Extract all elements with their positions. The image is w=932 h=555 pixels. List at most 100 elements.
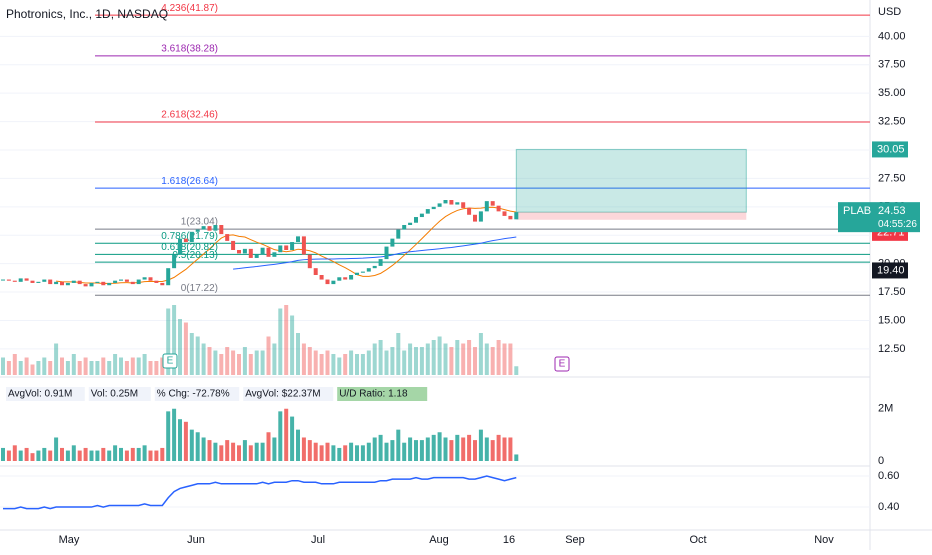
volume-overlay-bar bbox=[195, 336, 200, 375]
volume-bar bbox=[178, 419, 182, 461]
volume-overlay-bar bbox=[360, 354, 365, 375]
volume-bar bbox=[502, 437, 507, 461]
volume-overlay-bar bbox=[219, 354, 224, 375]
volume-bar bbox=[467, 434, 472, 461]
volume-overlay-bar bbox=[12, 354, 17, 375]
volume-bar bbox=[148, 450, 153, 461]
candle bbox=[12, 280, 17, 282]
volume-overlay-bar bbox=[461, 343, 466, 375]
volume-bar bbox=[484, 437, 489, 461]
volume-bar bbox=[378, 434, 383, 461]
volume-overlay-bar bbox=[124, 361, 129, 375]
candle bbox=[107, 282, 112, 286]
volume-bar bbox=[101, 447, 106, 461]
candle bbox=[502, 211, 507, 216]
volume-overlay-bar bbox=[154, 361, 159, 375]
volume-overlay-bar bbox=[178, 319, 182, 375]
volume-overlay-bar bbox=[355, 354, 359, 375]
volume-bar bbox=[130, 447, 135, 461]
candle bbox=[402, 225, 407, 230]
volume-bar bbox=[237, 445, 241, 461]
volume-overlay-bar bbox=[42, 357, 47, 375]
candle bbox=[178, 238, 182, 255]
currency: USD bbox=[878, 6, 901, 18]
x-tick-label: Jul bbox=[311, 534, 325, 546]
volume-bar bbox=[490, 440, 495, 461]
stat-box bbox=[6, 387, 85, 401]
stat-box bbox=[88, 387, 151, 401]
candle bbox=[65, 282, 70, 286]
candle bbox=[101, 281, 106, 286]
volume-bar bbox=[284, 408, 289, 461]
stat-box bbox=[243, 387, 334, 401]
candle bbox=[490, 201, 495, 206]
volume-overlay-bar bbox=[6, 361, 11, 375]
fib-label: 0.786(21.79) bbox=[161, 231, 218, 242]
earnings-marker bbox=[554, 356, 570, 372]
volume-bar bbox=[266, 432, 271, 461]
volume-bar bbox=[83, 447, 88, 461]
volume-bar bbox=[301, 437, 306, 461]
volume-overlay-bar bbox=[414, 347, 418, 375]
volume-overlay-bar bbox=[331, 354, 336, 375]
volume-bar bbox=[242, 440, 247, 461]
candle bbox=[166, 268, 171, 286]
x-tick-label: Sep bbox=[565, 534, 585, 546]
volume-overlay-bar bbox=[313, 350, 318, 375]
volume-overlay-bar bbox=[496, 340, 501, 375]
volume-overlay-bar bbox=[119, 357, 123, 375]
volume-overlay-bar bbox=[231, 350, 236, 375]
x-tick-label: Oct bbox=[689, 534, 706, 546]
candle bbox=[213, 225, 218, 231]
volume-bar bbox=[325, 442, 330, 461]
volume-overlay-bar bbox=[278, 308, 283, 375]
volume-bar bbox=[473, 440, 477, 461]
candle bbox=[148, 277, 153, 281]
candle bbox=[154, 280, 159, 283]
candle bbox=[201, 226, 206, 230]
indicator-tick-label: 0.40 bbox=[878, 501, 899, 513]
volume-bar bbox=[254, 442, 259, 461]
volume-overlay-bar bbox=[508, 343, 513, 375]
candle bbox=[207, 226, 212, 231]
candle bbox=[30, 280, 35, 283]
volume-overlay-bar bbox=[396, 333, 401, 375]
volume-bar bbox=[207, 440, 212, 461]
volume-overlay-bar bbox=[30, 364, 35, 375]
last-price-tag bbox=[838, 202, 920, 233]
x-tick-label: Aug bbox=[429, 534, 449, 546]
volume-bar bbox=[419, 440, 424, 461]
volume-overlay-bar bbox=[408, 343, 413, 375]
stat-box bbox=[337, 387, 428, 401]
candle bbox=[36, 281, 41, 283]
volume-overlay-bar bbox=[419, 347, 424, 375]
candle bbox=[95, 281, 100, 283]
volume-overlay-bar bbox=[473, 347, 477, 375]
stat-box bbox=[154, 387, 240, 401]
volume-bar bbox=[12, 445, 17, 461]
volume-bar bbox=[296, 429, 300, 461]
x-tick-label: 16 bbox=[503, 534, 515, 546]
volume-overlay-bar bbox=[343, 354, 348, 375]
volume-overlay-bar bbox=[207, 347, 212, 375]
candle bbox=[290, 242, 295, 250]
volume-bar bbox=[219, 445, 224, 461]
volume-stat: Vol: 0.25M bbox=[91, 389, 138, 400]
candle bbox=[136, 279, 141, 285]
candle bbox=[360, 271, 365, 273]
position-target bbox=[515, 148, 747, 213]
fib-label: 0.618(20.82) bbox=[161, 242, 218, 253]
volume-bar bbox=[42, 447, 47, 461]
volume-bar bbox=[396, 429, 401, 461]
volume-bar bbox=[1, 447, 5, 461]
volume-bar bbox=[278, 411, 283, 461]
volume-overlay-bar bbox=[172, 305, 177, 375]
volume-tick-label: 2M bbox=[878, 403, 893, 415]
candle bbox=[24, 278, 29, 281]
volume-bar bbox=[360, 445, 365, 461]
candle bbox=[484, 201, 489, 212]
volume-bar bbox=[95, 450, 100, 461]
volume-bar bbox=[514, 454, 519, 461]
candle bbox=[372, 265, 377, 269]
